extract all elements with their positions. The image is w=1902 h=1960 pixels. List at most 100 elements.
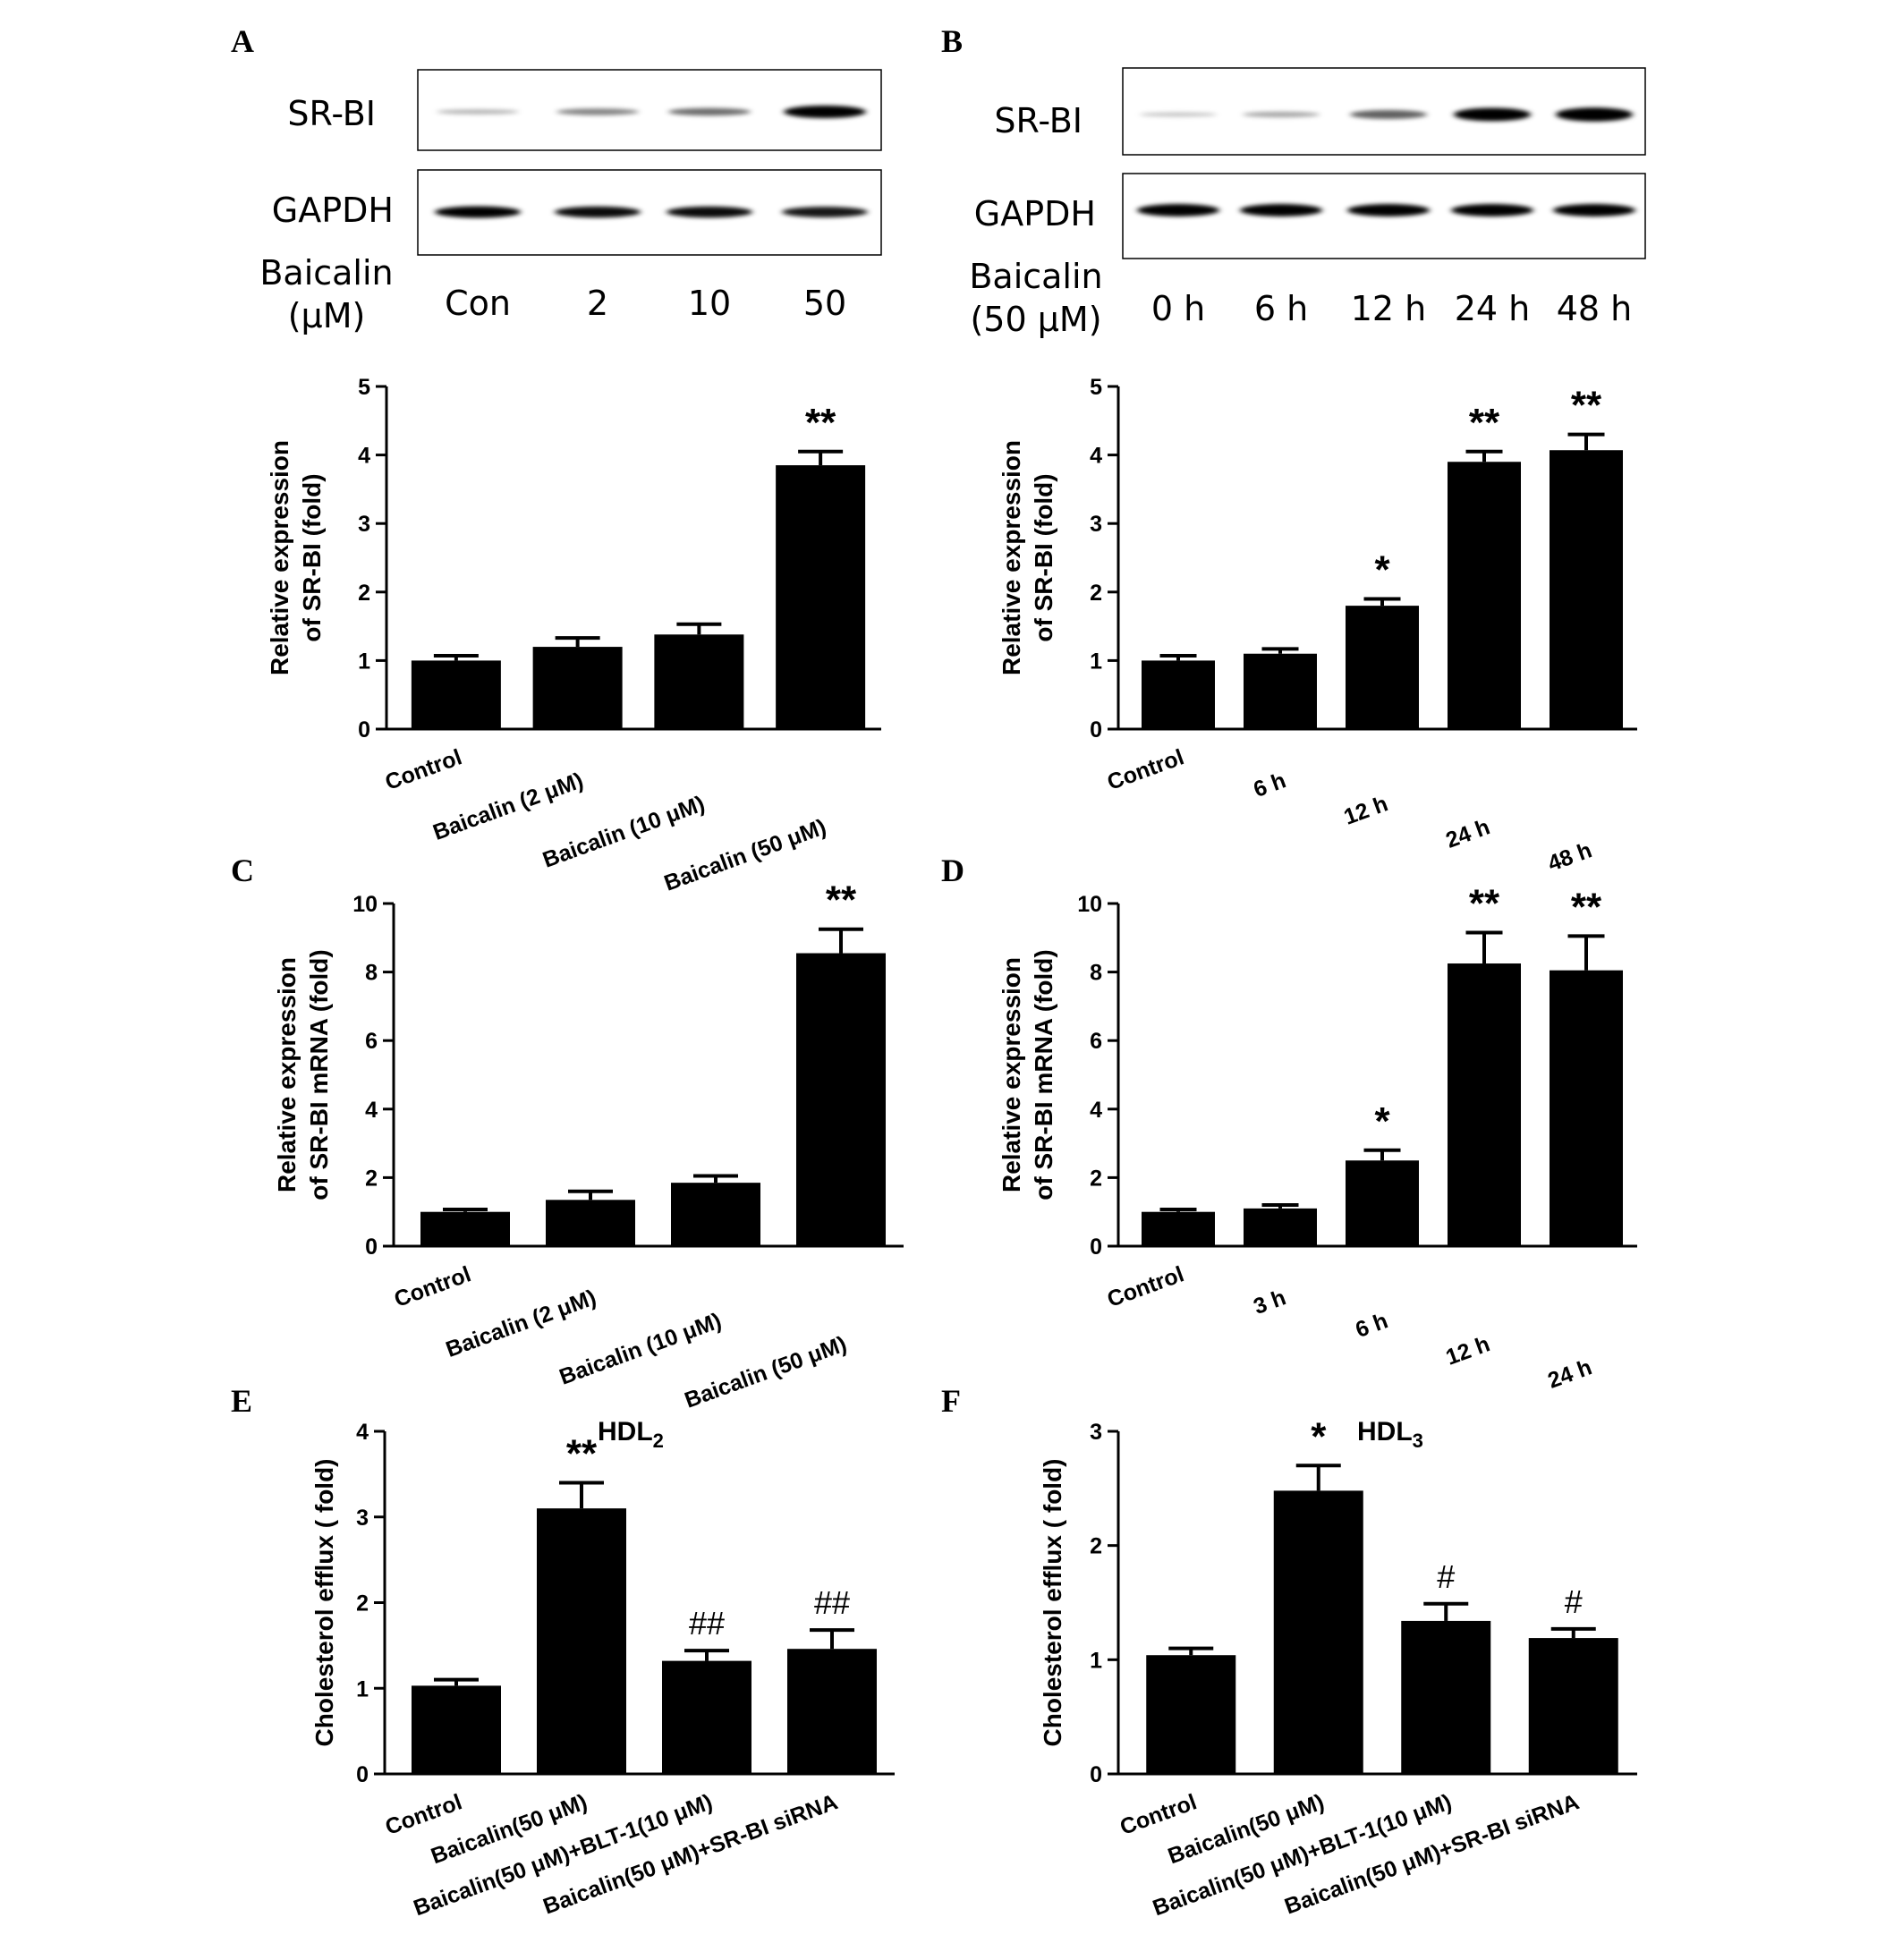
chart-title: HDL2: [598, 1417, 664, 1452]
bar: [654, 634, 744, 729]
panel-label-c: C: [231, 853, 254, 888]
x-category-label: 48 h: [1544, 837, 1595, 876]
bar: [537, 1508, 626, 1774]
bar: [1346, 606, 1419, 729]
chart-title: HDL3: [1357, 1417, 1423, 1452]
x-category-label: Baicalin (50 μM): [682, 1331, 850, 1413]
panel-label-d: D: [941, 853, 964, 888]
blot-band: [435, 206, 521, 218]
blot-band: [668, 107, 751, 116]
y-axis-label: of SR-BI (fold): [1030, 473, 1057, 641]
bar: [776, 465, 866, 729]
blot-band: [556, 108, 639, 115]
y-axis-label: Relative expression: [998, 440, 1025, 675]
y-axis-label: Cholesterol efflux ( fold): [310, 1459, 338, 1747]
y-tick-label: 4: [358, 444, 370, 469]
blot-b-gapdh-bands: [1137, 204, 1635, 216]
bar: [1528, 1638, 1618, 1774]
bar-chart-b-protein: 0 1 2 3 4 5 Relative expression of SR-BI (fold)…: [998, 375, 1637, 877]
blot-b-lane-label: 24 h: [1455, 289, 1531, 328]
y-axis-label: of SR-BI mRNA (fold): [305, 949, 333, 1200]
bar: [1244, 1208, 1317, 1246]
x-category-label: 6 h: [1251, 768, 1290, 802]
x-category-label: 12 h: [1340, 791, 1391, 829]
y-tick-label: 0: [1090, 1762, 1102, 1787]
y-tick-label: 4: [365, 1098, 378, 1123]
y-tick-label: 4: [1090, 444, 1102, 469]
x-category-label: 6 h: [1353, 1308, 1392, 1343]
bar: [1550, 970, 1623, 1246]
blot-a-lane-label: Con: [445, 284, 511, 323]
y-tick-label: 1: [1090, 1648, 1102, 1673]
y-tick-label: 3: [1090, 1420, 1102, 1445]
blot-band: [1137, 204, 1219, 216]
blot-b-lane-label: 12 h: [1351, 289, 1427, 328]
blot-a-row-label-srbi: SR-BI: [287, 94, 376, 133]
significance-marker: *: [1374, 547, 1390, 591]
y-tick-label: 0: [1090, 1235, 1102, 1260]
bar: [1142, 660, 1215, 729]
bar: [412, 1685, 501, 1774]
y-tick-label: 8: [1090, 961, 1102, 986]
blot-b-lane-label: 48 h: [1557, 289, 1633, 328]
bar: [532, 647, 623, 729]
y-tick-label: 0: [1090, 717, 1102, 742]
blot-a-gapdh-bands: [435, 206, 868, 218]
bar-chart-a-protein: 0 1 2 3 4 5 Relative expression of SR-BI (fold)…: [266, 375, 881, 896]
y-axis-label: of SR-BI (fold): [298, 473, 326, 641]
x-category-label: Baicalin (10 μM): [539, 791, 708, 872]
x-category-label: Control: [1104, 744, 1187, 795]
bar: [1146, 1655, 1236, 1774]
y-tick-label: 3: [356, 1506, 369, 1531]
significance-marker: ##: [689, 1605, 725, 1642]
y-axis-label: Cholesterol efflux ( fold): [1039, 1459, 1066, 1747]
y-axis-label: of SR-BI mRNA (fold): [1030, 949, 1057, 1200]
blot-b-lane-label: 6 h: [1254, 289, 1308, 328]
x-category-label: Control: [391, 1261, 474, 1312]
y-axis-label: Relative expression: [998, 957, 1025, 1192]
y-tick-label: 3: [1090, 512, 1102, 537]
blot-band: [782, 207, 868, 217]
y-tick-label: 0: [356, 1762, 369, 1787]
blot-band: [667, 206, 752, 218]
y-tick-label: 0: [358, 717, 370, 742]
y-axis-label: Relative expression: [273, 957, 301, 1192]
y-tick-label: 3: [358, 512, 370, 537]
bar: [1448, 963, 1521, 1246]
significance-marker: **: [1469, 401, 1500, 445]
blot-a-lane-label: 50: [803, 284, 846, 323]
blot-band: [1240, 204, 1322, 216]
bar: [1448, 462, 1521, 729]
blot-b-srbi-bands: [1140, 107, 1633, 122]
blot-band: [555, 206, 641, 218]
bar: [1273, 1490, 1363, 1774]
bar: [787, 1649, 877, 1774]
x-category-label: Baicalin (2 μM): [429, 768, 586, 845]
x-category-label: Control: [382, 744, 465, 795]
y-tick-label: 1: [358, 649, 370, 674]
y-tick-label: 2: [1090, 1166, 1102, 1191]
y-tick-label: 0: [365, 1235, 378, 1260]
x-category-label: Control: [1104, 1261, 1187, 1312]
significance-marker: #: [1437, 1558, 1455, 1595]
bar: [546, 1200, 635, 1246]
blot-band: [437, 109, 519, 115]
x-category-label: 24 h: [1442, 814, 1493, 853]
x-category-label: 3 h: [1251, 1285, 1290, 1319]
blot-band: [1451, 204, 1533, 216]
significance-marker: **: [1469, 882, 1500, 926]
blot-band: [784, 106, 866, 118]
panel-label-e: E: [231, 1383, 252, 1419]
y-tick-label: 2: [1090, 581, 1102, 606]
blot-a-lane-label: 2: [587, 284, 608, 323]
x-category-label: Baicalin (2 μM): [443, 1285, 599, 1362]
y-tick-label: 5: [1090, 375, 1102, 400]
bar-chart-d-mrna: 0 2 4 6 8 10 Relative expression of SR-BI mRNA …: [998, 882, 1637, 1394]
y-tick-label: 5: [358, 375, 370, 400]
blot-band: [1347, 204, 1430, 216]
y-tick-label: 2: [1090, 1534, 1102, 1559]
western-blot-b: SR-BI GAPDH Baicalin (50 μM) 0 h 6 h 12 …: [969, 67, 1646, 339]
significance-marker: **: [566, 1431, 598, 1475]
x-category-label: Baicalin (10 μM): [556, 1308, 725, 1389]
